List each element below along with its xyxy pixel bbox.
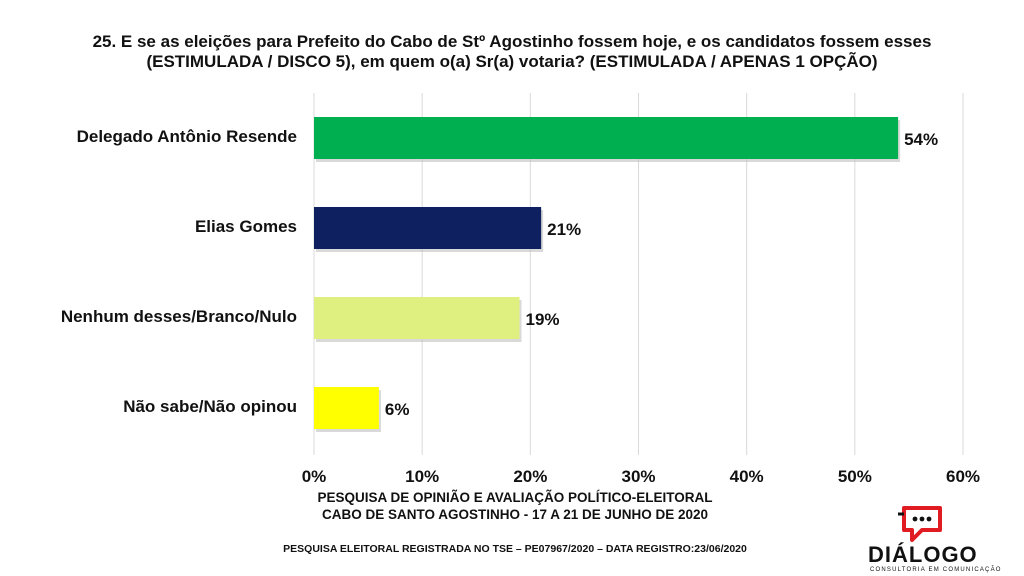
bar-chart: 0% 10% 20% 30% 40% 50% 60% 54% 21% 19% 6% <box>302 93 980 486</box>
x-tick-label: 50% <box>838 467 872 486</box>
footer-line-1: PESQUISA DE OPINIÃO E AVALIAÇÃO POLÍTICO… <box>317 490 713 505</box>
x-tick-label: 40% <box>730 467 764 486</box>
dialogo-logo: DIÁLOGO CONSULTORIA EM COMUNICAÇÃO <box>858 500 1008 576</box>
data-label: 19% <box>526 310 560 329</box>
x-tick-label: 60% <box>946 467 980 486</box>
bar <box>314 387 379 429</box>
data-label: 21% <box>547 220 581 239</box>
logo-subtitle: CONSULTORIA EM COMUNICAÇÃO <box>870 567 1002 573</box>
category-label: Elias Gomes <box>194 217 297 236</box>
bar <box>314 207 542 249</box>
speech-bubble-icon <box>898 506 942 542</box>
category-label: Não sabe/Não opinou <box>123 397 297 416</box>
x-tick-label: 0% <box>302 467 327 486</box>
footer-line-2: CABO DE SANTO AGOSTINHO - 17 A 21 DE JUN… <box>321 507 709 522</box>
x-tick-label: 10% <box>405 467 439 486</box>
chart-title: 25. E se as eleições para Prefeito do Ca… <box>0 32 1024 72</box>
data-label: 54% <box>904 130 938 149</box>
bar <box>314 117 899 159</box>
data-label: 6% <box>385 400 410 419</box>
title-line-2: (ESTIMULADA / DISCO 5), em quem o(a) Sr(… <box>146 52 878 71</box>
survey-footer: PESQUISA DE OPINIÃO E AVALIAÇÃO POLÍTICO… <box>230 489 800 523</box>
registration-note: PESQUISA ELEITORAL REGISTRADA NO TSE – P… <box>283 543 747 555</box>
bar <box>314 297 520 339</box>
category-label: Nenhum desses/Branco/Nulo <box>60 307 297 326</box>
x-tick-label: 30% <box>621 467 655 486</box>
x-tick-label: 20% <box>513 467 547 486</box>
category-label: Delegado Antônio Resende <box>76 127 297 146</box>
title-line-1: 25. E se as eleições para Prefeito do Ca… <box>92 32 932 51</box>
logo-wordmark: DIÁLOGO <box>868 542 978 567</box>
